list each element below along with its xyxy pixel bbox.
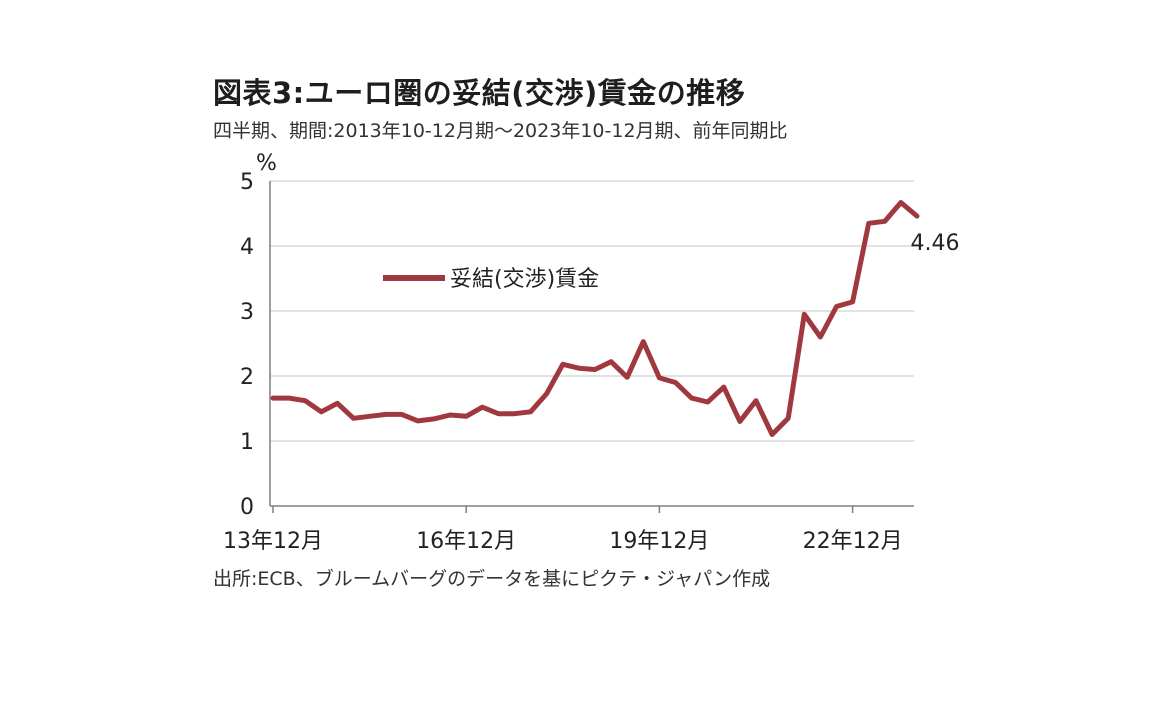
x-tick-label-1: 16年12月 — [416, 529, 516, 554]
y-tick-label-5: 5 — [240, 170, 254, 195]
series-line-0 — [270, 200, 920, 437]
y-tick-label-2: 2 — [240, 365, 254, 390]
y-tick-label-4: 4 — [240, 235, 254, 260]
y-axis-unit-label: % — [256, 151, 277, 176]
chart-title: 図表3:ユーロ圏の妥結(交渉)賃金の推移 — [213, 76, 746, 110]
y-axis-ticks: 0 1 2 3 4 5 — [240, 170, 254, 520]
y-tick-label-1: 1 — [240, 430, 254, 455]
x-tick-label-3: 22年12月 — [803, 529, 903, 554]
x-tick-label-0: 13年12月 — [223, 529, 323, 554]
x-axis-ticks: 13年12月 16年12月 19年12月 22年12月 — [223, 506, 903, 554]
series-group — [270, 200, 920, 437]
chart-subtitle: 四半期、期間:2013年10-12月期～2023年10-12月期、前年同期比 — [213, 120, 788, 142]
x-tick-label-2: 19年12月 — [609, 529, 709, 554]
axes — [269, 181, 914, 507]
y-tick-label-0: 0 — [240, 495, 254, 520]
y-tick-label-3: 3 — [240, 300, 254, 325]
source-note: 出所:ECB、ブルームバーグのデータを基にピクテ・ジャパン作成 — [213, 568, 771, 590]
gridlines — [270, 180, 914, 442]
legend: 妥結(交渉)賃金 — [383, 267, 599, 292]
end-value-annotation: 4.46 — [911, 231, 960, 256]
legend-label: 妥結(交渉)賃金 — [450, 267, 599, 292]
